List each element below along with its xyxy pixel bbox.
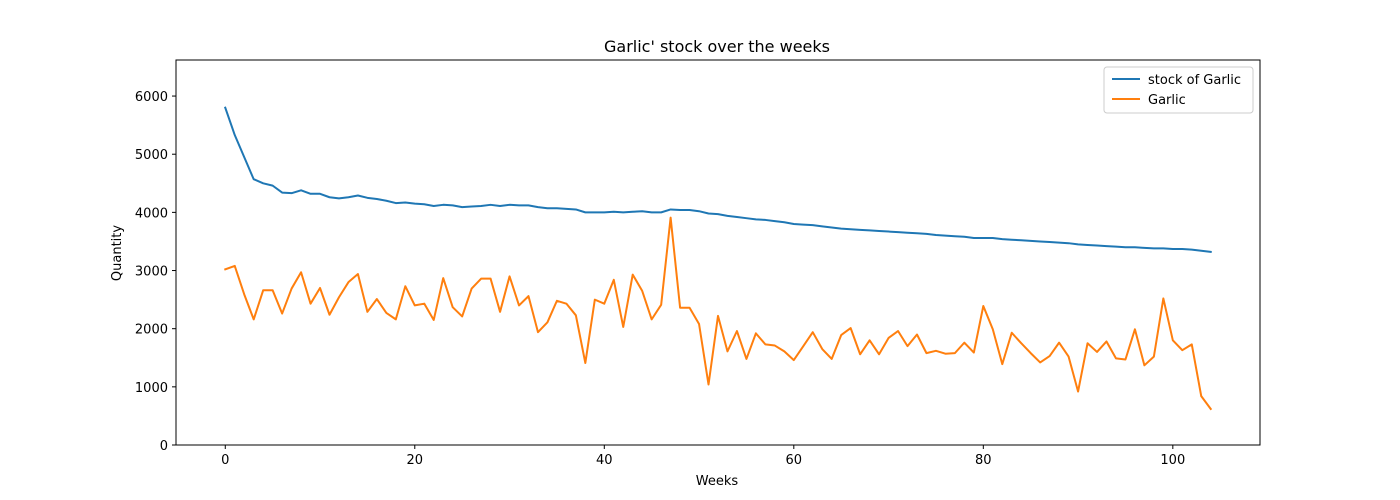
legend-box xyxy=(1103,66,1254,114)
plot-frame xyxy=(175,59,1261,446)
series-layer xyxy=(223,106,1213,411)
chart-title: Garlic' stock over the weeks xyxy=(604,37,830,56)
legend-label-stock-of-garlic: stock of Garlic xyxy=(1148,73,1241,88)
y-tick-label: 4000 xyxy=(135,206,168,221)
x-tick-label: 0 xyxy=(221,453,229,468)
x-tick-label: 80 xyxy=(975,453,992,468)
y-axis-title: Quantity xyxy=(110,225,125,281)
x-tick-label: 20 xyxy=(407,453,424,468)
y-axis: 0 1000 2000 3000 4000 5000 6000 xyxy=(135,90,176,454)
y-tick-label: 2000 xyxy=(135,323,168,338)
legend-label-garlic: Garlic xyxy=(1148,93,1186,108)
y-tick-label: 3000 xyxy=(135,265,168,280)
series-line-garlic xyxy=(223,216,1213,411)
plot-area xyxy=(176,60,1260,445)
y-tick-label: 5000 xyxy=(135,148,168,163)
y-tick-label: 6000 xyxy=(135,90,168,105)
x-axis-title: Weeks xyxy=(696,474,739,489)
legend: stock of Garlic Garlic xyxy=(1103,66,1254,114)
x-tick-label: 60 xyxy=(786,453,803,468)
x-tick-label: 100 xyxy=(1160,453,1185,468)
series-line-stock-of-garlic xyxy=(223,106,1212,254)
x-tick-label: 40 xyxy=(596,453,613,468)
y-tick-label: 1000 xyxy=(135,381,168,396)
y-tick-label: 0 xyxy=(160,439,168,454)
x-axis: 0 20 40 60 80 100 xyxy=(221,445,1185,468)
